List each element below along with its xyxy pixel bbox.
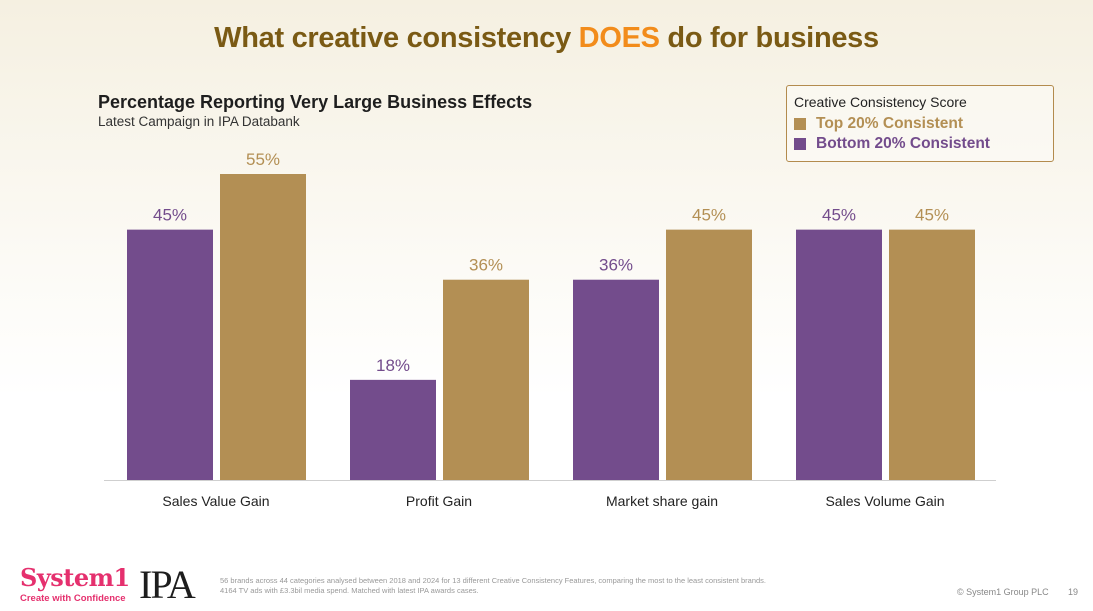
legend-title: Creative Consistency Score	[794, 94, 967, 110]
chart-subtitle: Latest Campaign in IPA Databank	[98, 114, 300, 129]
legend-label-top: Top 20% Consistent	[816, 115, 963, 132]
slide-title: What creative consistency DOES do for bu…	[0, 22, 1093, 55]
title-highlight: DOES	[578, 22, 660, 54]
data-label-top-0: 55%	[246, 150, 280, 169]
ipa-logo: IPA	[139, 562, 196, 607]
system1-logo: System1 Create with Confidence	[20, 563, 130, 605]
bar-top-0	[220, 174, 306, 480]
chart-title: Percentage Reporting Very Large Business…	[98, 92, 533, 112]
page-number: 19	[1068, 587, 1079, 597]
data-label-top-2: 45%	[692, 206, 726, 225]
bar-bottom-3	[796, 229, 882, 480]
data-label-bottom-1: 18%	[376, 356, 410, 375]
data-label-bottom-3: 45%	[822, 206, 856, 225]
footnote: 56 brands across 44 categories analysed …	[220, 576, 900, 596]
footnote-line-2: 4164 TV ads with £3.3bil media spend. Ma…	[220, 586, 479, 595]
bar-bottom-2	[573, 279, 659, 480]
legend-swatch-bottom	[794, 138, 806, 150]
chart-legend: Creative Consistency Score Top 20% Consi…	[786, 85, 1054, 162]
bar-bottom-0	[127, 229, 213, 480]
legend-item-bottom: Bottom 20% Consistent	[794, 134, 1053, 154]
bar-bottom-1	[350, 379, 436, 480]
category-label-2: Market share gain	[606, 493, 718, 509]
data-label-bottom-0: 45%	[153, 206, 187, 225]
data-label-top-1: 36%	[469, 256, 503, 275]
data-label-top-3: 45%	[915, 206, 949, 225]
category-label-0: Sales Value Gain	[162, 493, 269, 509]
legend-label-bottom: Bottom 20% Consistent	[816, 135, 990, 152]
copyright: © System1 Group PLC	[957, 587, 1049, 597]
logo-tagline: Create with Confidence	[20, 593, 126, 604]
footnote-line-1: 56 brands across 44 categories analysed …	[220, 576, 767, 585]
legend-item-top: Top 20% Consistent	[794, 114, 1053, 134]
bar-top-1	[443, 279, 529, 480]
bar-top-2	[666, 229, 752, 480]
logo-name: System1	[20, 563, 130, 592]
category-label-1: Profit Gain	[406, 493, 472, 509]
data-label-bottom-2: 36%	[599, 256, 633, 275]
legend-swatch-top	[794, 118, 806, 130]
category-label-3: Sales Volume Gain	[825, 493, 944, 509]
title-part-2: do for business	[659, 22, 879, 54]
bar-top-3	[889, 229, 975, 480]
title-part-1: What creative consistency	[214, 22, 579, 54]
